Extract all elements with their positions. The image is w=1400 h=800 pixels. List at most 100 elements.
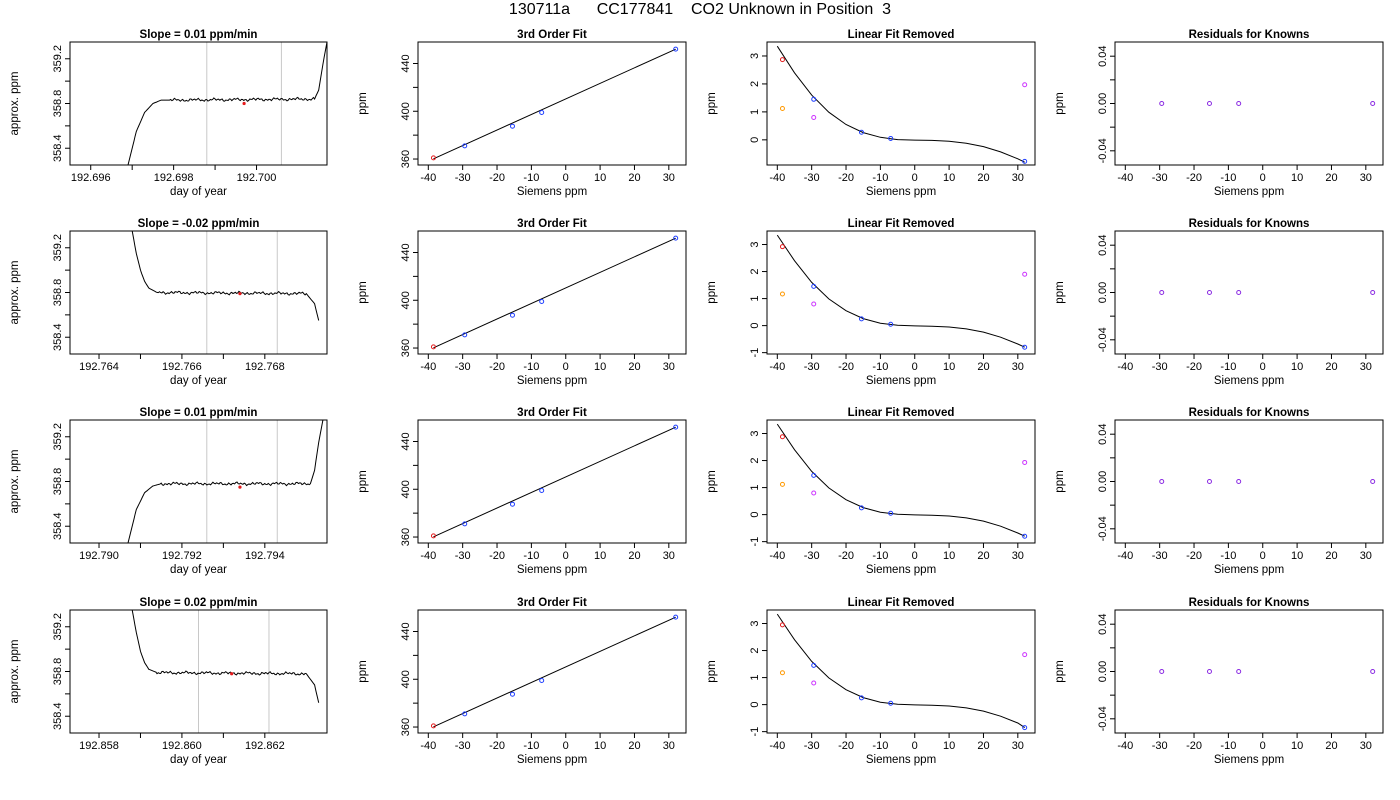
data-point	[509, 312, 515, 318]
data-point	[779, 434, 785, 440]
x-tick-label: -20	[1186, 361, 1202, 373]
y-tick-label: 400	[400, 102, 412, 120]
y-tick-label: 0	[749, 323, 761, 329]
data-point	[888, 510, 894, 516]
x-tick-label: 20	[628, 172, 640, 184]
x-tick-label: 30	[663, 550, 675, 562]
y-tick-label: 358.4	[52, 323, 64, 351]
x-tick-label: 20	[977, 172, 989, 184]
x-tick-label: 192.764	[79, 361, 119, 373]
x-tick-label: 0	[563, 172, 569, 184]
x-tick-label: 192.700	[237, 172, 277, 184]
y-axis-label: ppm	[706, 660, 718, 682]
data-point	[462, 521, 468, 527]
panel-title: 3rd Order Fit	[517, 29, 587, 41]
x-tick-label: 30	[1360, 361, 1372, 373]
data-point	[811, 114, 817, 120]
panel-3-0: Slope = 0.02 ppm/min 192.858 192.860 192.86…	[9, 597, 328, 766]
x-tick-label: -10	[1220, 550, 1236, 562]
plot-frame	[1114, 419, 1384, 544]
data-point	[1206, 101, 1212, 106]
data-point	[673, 235, 679, 241]
data-point	[1370, 669, 1376, 674]
data-point	[1022, 459, 1028, 465]
y-tick-label: 0	[749, 702, 761, 708]
x-tick-label: 192.862	[245, 740, 285, 752]
y-axis-label: ppm	[1054, 660, 1066, 682]
data-point	[1236, 479, 1242, 484]
x-tick-label: 10	[1291, 550, 1303, 562]
x-tick-label: 192.698	[154, 172, 194, 184]
data-point	[509, 691, 515, 697]
y-tick-label: -1	[749, 348, 761, 358]
x-tick-label: -30	[804, 172, 820, 184]
x-tick-label: 30	[1360, 740, 1372, 752]
x-tick-label: 192.860	[162, 740, 202, 752]
y-tick-label: 359.2	[52, 234, 64, 262]
panel-title: Linear Fit Removed	[848, 218, 955, 230]
x-axis-label: Siemens ppm	[1214, 375, 1284, 387]
x-tick-label: -30	[1152, 361, 1168, 373]
plot-frame	[417, 41, 687, 166]
panel-0-3: Residuals for Knowns -40 -30 -20 -10 0 10 20 30 -…	[1054, 29, 1384, 198]
x-tick-label: 10	[1291, 740, 1303, 752]
x-tick-label: -30	[455, 550, 471, 562]
data-point	[1236, 669, 1242, 674]
x-tick-label: -10	[523, 361, 539, 373]
x-tick-label: 0	[1260, 740, 1266, 752]
plot-frame	[69, 41, 328, 166]
y-tick-label: 440	[400, 243, 412, 261]
data-point	[1022, 158, 1028, 164]
y-tick-label: 0.00	[1097, 471, 1109, 492]
data-point	[1022, 725, 1028, 731]
y-tick-label: 0.00	[1097, 282, 1109, 303]
x-tick-label: -20	[1186, 740, 1202, 752]
y-tick-label: -1	[749, 537, 761, 547]
data-point	[811, 472, 817, 478]
x-axis-label: Siemens ppm	[517, 754, 587, 766]
x-tick-label: 192.790	[79, 550, 119, 562]
y-tick-label: 440	[400, 54, 412, 72]
sample-marker	[238, 292, 242, 296]
data-point	[779, 670, 785, 676]
x-tick-label: -10	[872, 361, 888, 373]
sample-marker	[238, 485, 242, 489]
x-tick-label: 192.794	[245, 550, 285, 562]
panel-title: Slope = 0.01 ppm/min	[140, 29, 258, 41]
x-axis-label: Siemens ppm	[1214, 186, 1284, 198]
data-point	[1159, 290, 1165, 295]
plot-frame	[766, 230, 1036, 355]
x-tick-label: -30	[1152, 550, 1168, 562]
data-point	[779, 291, 785, 297]
panel-title: Residuals for Knowns	[1189, 407, 1310, 419]
y-tick-label: 1	[749, 296, 761, 302]
x-tick-label: 10	[1291, 172, 1303, 184]
x-tick-label: 10	[943, 550, 955, 562]
y-axis-label: approx. ppm	[9, 72, 21, 136]
y-tick-label: 360	[400, 339, 412, 357]
panel-title: Linear Fit Removed	[848, 29, 955, 41]
x-tick-label: -20	[489, 740, 505, 752]
plot-frame	[69, 419, 328, 544]
x-axis-label: Siemens ppm	[866, 375, 936, 387]
y-tick-label: 0	[749, 512, 761, 518]
x-tick-label: 192.696	[71, 172, 111, 184]
x-tick-label: 30	[1360, 172, 1372, 184]
x-tick-label: 10	[594, 550, 606, 562]
y-tick-label: 359.2	[52, 423, 64, 451]
y-tick-label: 2	[749, 81, 761, 87]
x-tick-label: 0	[563, 550, 569, 562]
data-point	[673, 614, 679, 620]
y-tick-label: 358.4	[52, 512, 64, 540]
x-tick-label: 0	[563, 361, 569, 373]
panel-0-2: Linear Fit Removed -40 -30 -20 -10 0 10 20 30 0 1 2…	[706, 29, 1036, 198]
y-tick-label: 3	[749, 620, 761, 626]
x-axis-label: day of year	[170, 754, 227, 766]
data-point	[858, 129, 864, 135]
x-axis-label: day of year	[170, 375, 227, 387]
y-axis-label: approx. ppm	[9, 640, 21, 704]
data-point	[539, 487, 545, 493]
x-tick-label: 20	[977, 361, 989, 373]
data-point	[1370, 290, 1376, 295]
